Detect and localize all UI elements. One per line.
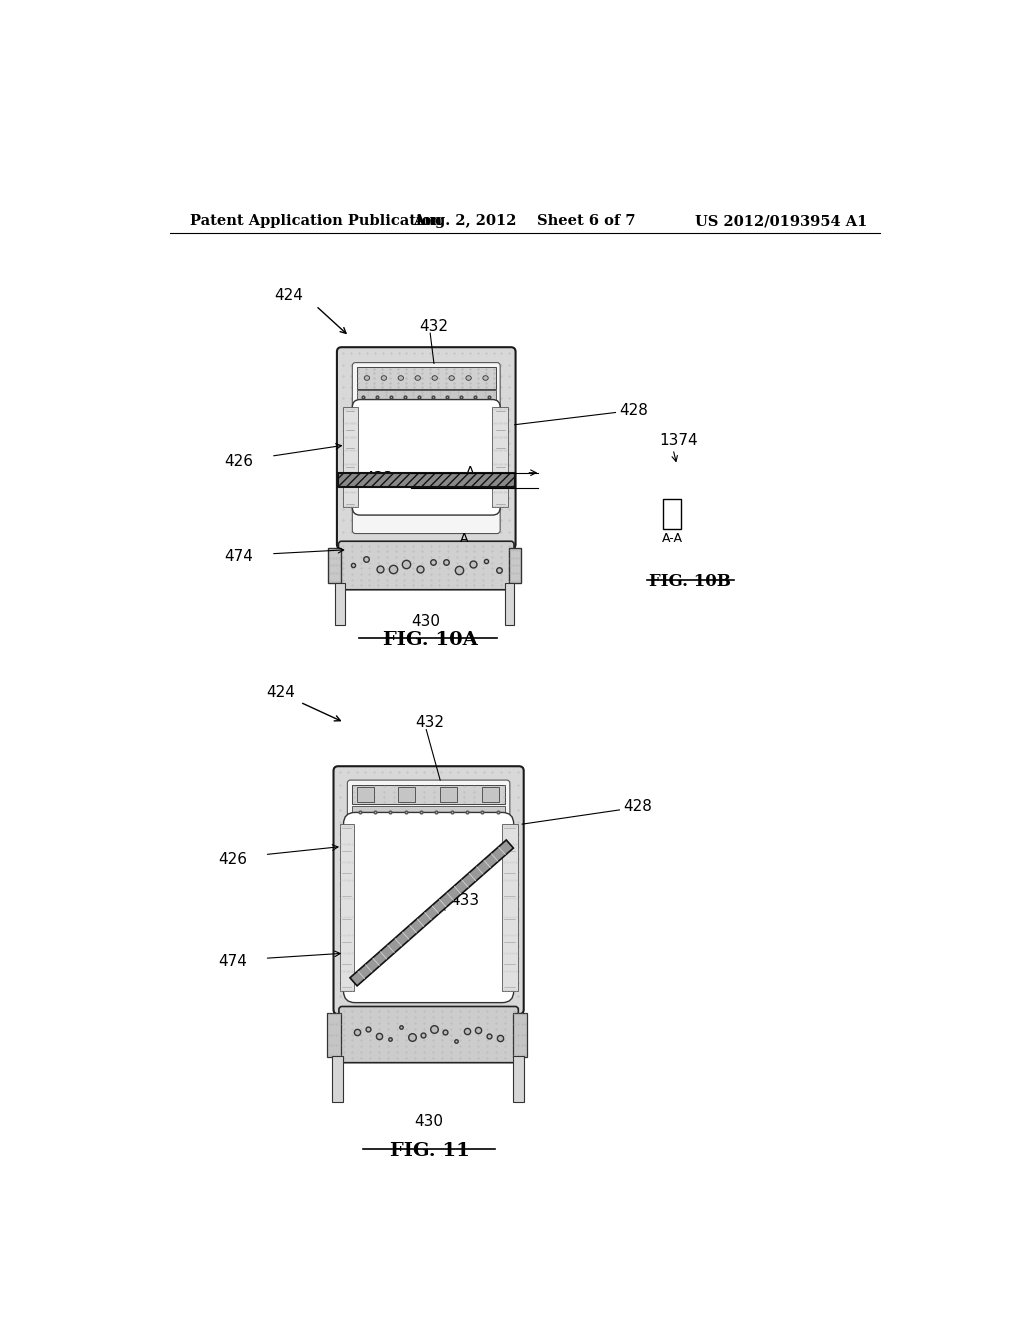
FancyBboxPatch shape: [343, 812, 514, 1003]
Text: 426: 426: [224, 454, 253, 469]
Text: A: A: [460, 532, 469, 545]
Ellipse shape: [483, 376, 488, 380]
Bar: [509, 548, 521, 583]
Text: US 2012/0193954 A1: US 2012/0193954 A1: [695, 214, 867, 228]
Bar: [332, 1056, 343, 1102]
Text: FIG. 10B: FIG. 10B: [649, 573, 731, 590]
Bar: [398, 787, 416, 801]
Text: 432: 432: [416, 715, 444, 730]
Ellipse shape: [381, 376, 387, 380]
Bar: [336, 583, 345, 626]
Bar: [482, 787, 499, 801]
Text: 474: 474: [218, 954, 247, 969]
Bar: [352, 784, 505, 804]
Text: 474: 474: [224, 549, 253, 565]
Text: 426: 426: [218, 853, 247, 867]
Text: Patent Application Publication: Patent Application Publication: [189, 214, 441, 228]
Bar: [352, 805, 505, 820]
Text: 428: 428: [624, 800, 652, 814]
Ellipse shape: [365, 376, 370, 380]
Ellipse shape: [432, 376, 437, 380]
Text: FIG. 10A: FIG. 10A: [383, 631, 477, 649]
Text: 433: 433: [365, 471, 393, 486]
FancyBboxPatch shape: [347, 780, 510, 1001]
Text: A-A: A-A: [662, 532, 683, 545]
FancyBboxPatch shape: [339, 541, 514, 590]
Bar: [505, 583, 514, 626]
Polygon shape: [350, 840, 513, 986]
Bar: [340, 824, 353, 991]
Text: 424: 424: [273, 288, 303, 304]
Bar: [440, 787, 458, 801]
FancyBboxPatch shape: [337, 347, 515, 549]
Bar: [338, 474, 515, 487]
Bar: [329, 548, 341, 583]
Bar: [357, 391, 496, 404]
Text: 430: 430: [412, 614, 440, 628]
Text: Aug. 2, 2012    Sheet 6 of 7: Aug. 2, 2012 Sheet 6 of 7: [414, 214, 636, 228]
Text: A: A: [466, 465, 474, 478]
Text: 433: 433: [450, 892, 479, 908]
Ellipse shape: [449, 376, 455, 380]
Bar: [356, 787, 374, 801]
FancyBboxPatch shape: [352, 363, 500, 533]
Text: FIG. 11: FIG. 11: [390, 1142, 470, 1160]
Text: 424: 424: [266, 685, 295, 700]
Bar: [502, 824, 517, 991]
Text: 1374: 1374: [658, 433, 697, 449]
Text: 428: 428: [620, 403, 648, 418]
Bar: [343, 408, 358, 507]
Bar: [513, 1056, 523, 1102]
Ellipse shape: [415, 376, 421, 380]
Ellipse shape: [466, 376, 471, 380]
Bar: [493, 408, 508, 507]
Bar: [357, 367, 496, 389]
FancyBboxPatch shape: [334, 766, 523, 1014]
Bar: [328, 1012, 341, 1056]
Ellipse shape: [398, 376, 403, 380]
Bar: [663, 499, 681, 529]
FancyBboxPatch shape: [339, 1006, 518, 1063]
Text: 430: 430: [414, 1114, 443, 1129]
Text: 432: 432: [420, 318, 449, 334]
Bar: [513, 1012, 526, 1056]
FancyBboxPatch shape: [352, 400, 500, 515]
